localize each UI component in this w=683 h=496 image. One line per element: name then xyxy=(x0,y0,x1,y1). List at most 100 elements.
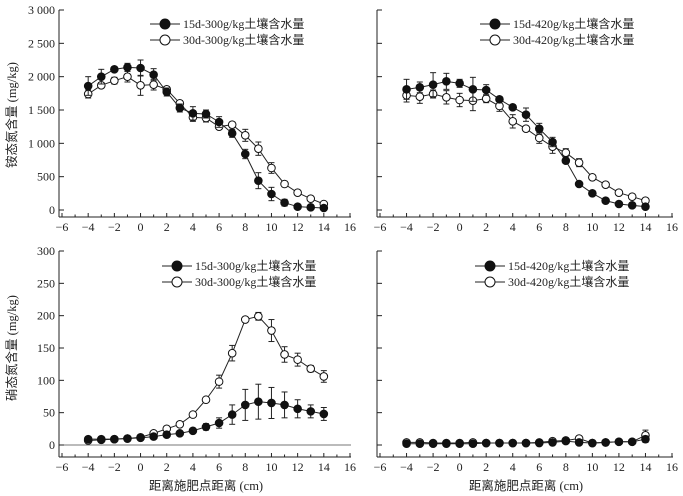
legend-item: 15d-420g/kg土壤含水量 xyxy=(480,16,634,31)
x-tick-label: 8 xyxy=(563,460,569,474)
data-point-filled xyxy=(627,437,637,447)
y-tick-label: 300 xyxy=(37,244,55,258)
legend-label: 15d-420g/kg土壤含水量 xyxy=(508,258,629,273)
data-point-filled xyxy=(293,404,302,414)
data-point-filled xyxy=(455,79,464,88)
data-point-filled xyxy=(548,137,557,147)
data-point-filled xyxy=(149,70,158,79)
data-point-filled xyxy=(614,437,624,447)
data-point-open xyxy=(561,148,571,157)
x-tick-label: −4 xyxy=(82,220,95,234)
legend-label: 15d-420g/kg土壤含水量 xyxy=(513,16,634,31)
y-tick-label: 50 xyxy=(43,406,55,420)
data-point-open xyxy=(267,326,276,335)
data-point-open xyxy=(415,92,425,101)
series-open xyxy=(83,70,329,209)
data-point-open xyxy=(136,81,145,90)
data-point-open xyxy=(240,315,250,324)
x-tick-label: 4 xyxy=(190,220,196,234)
x-tick-label: 8 xyxy=(563,220,569,234)
legend-label: 30d-420g/kg土壤含水量 xyxy=(513,32,634,47)
panel-bottom-right-nitrate-420: −6 −4 −2 0 2 4 6 8 10 12 14 16 距离施肥点距离 (cm) 15d-420g/… xyxy=(374,250,678,493)
panel-bottom-left-nitrate-300: −6 −4 −2 0 2 4 6 8 10 12 14 16 0 50 100 150 200 250 300 硝态氮… xyxy=(4,244,356,493)
data-point-open xyxy=(601,180,610,189)
data-point-filled xyxy=(641,434,650,444)
data-point-filled xyxy=(162,87,172,97)
legend-marker-open xyxy=(489,34,501,46)
data-point-open xyxy=(306,194,316,203)
y-tick-label: 200 xyxy=(37,309,55,323)
series-open xyxy=(402,88,650,205)
x-tick-label: 8 xyxy=(242,220,248,234)
x-tick-label: −6 xyxy=(56,220,69,234)
x-tick-label: −2 xyxy=(427,220,440,234)
x-tick-label: 12 xyxy=(613,220,625,234)
data-point-open xyxy=(254,312,263,321)
series-filled xyxy=(83,383,329,444)
series-filled xyxy=(83,59,329,213)
data-point-filled xyxy=(508,103,518,112)
data-point-filled xyxy=(402,439,411,449)
x-tick-label: 0 xyxy=(457,220,463,234)
data-point-filled xyxy=(534,438,544,448)
data-point-filled xyxy=(319,409,329,419)
y-axis-title: 铵态氮含量 (mg/kg) xyxy=(4,62,19,168)
data-point-open xyxy=(574,158,584,167)
data-point-filled xyxy=(428,80,438,89)
x-axis-title: 距离施肥点距离 (cm) xyxy=(149,478,263,493)
x-tick-label: 12 xyxy=(292,220,304,234)
data-point-filled xyxy=(521,110,531,119)
legend-marker-open xyxy=(159,34,171,46)
data-point-filled xyxy=(188,109,198,118)
data-point-filled xyxy=(481,438,491,448)
data-point-filled xyxy=(83,81,93,91)
data-point-open xyxy=(214,377,224,386)
data-point-filled xyxy=(601,438,610,447)
data-point-filled xyxy=(455,439,464,449)
y-tick-label: 0 xyxy=(49,203,55,217)
data-point-filled xyxy=(214,117,224,127)
data-point-open xyxy=(508,117,518,126)
x-tick-label: −2 xyxy=(427,460,440,474)
data-point-filled xyxy=(214,418,224,428)
x-tick-label: −6 xyxy=(374,460,387,474)
legend-marker-filled xyxy=(171,260,183,272)
data-point-filled xyxy=(175,429,185,438)
y-tick-label: 1 000 xyxy=(28,136,55,150)
data-point-open xyxy=(521,124,531,133)
y-tick-label: 150 xyxy=(37,341,55,355)
data-point-filled xyxy=(123,434,132,443)
data-point-open xyxy=(588,173,597,182)
data-point-filled xyxy=(614,199,624,209)
data-point-open xyxy=(319,372,329,381)
legend-marker-open xyxy=(484,276,496,288)
data-point-open xyxy=(442,93,451,102)
data-point-filled xyxy=(402,85,411,94)
data-point-open xyxy=(227,120,237,129)
x-tick-label: 2 xyxy=(483,220,489,234)
data-point-filled xyxy=(280,400,289,410)
series-line xyxy=(88,401,324,440)
x-tick-label: 6 xyxy=(536,220,542,234)
data-point-filled xyxy=(267,189,276,199)
legend-label: 15d-300g/kg土壤含水量 xyxy=(195,258,316,273)
x-tick-label: −4 xyxy=(82,460,95,474)
x-tick-label: 4 xyxy=(510,220,516,234)
data-point-filled xyxy=(136,433,145,443)
data-point-filled xyxy=(442,439,451,449)
data-point-filled xyxy=(188,426,198,436)
x-tick-label: 0 xyxy=(138,220,144,234)
legend-item: 30d-420g/kg土壤含水量 xyxy=(475,274,629,289)
legend-label: 30d-420g/kg土壤含水量 xyxy=(508,274,629,289)
y-axis-title: 硝态氮含量 (mg/kg) xyxy=(4,295,19,401)
data-point-open xyxy=(481,94,491,103)
data-point-open xyxy=(455,95,464,105)
data-point-open xyxy=(293,355,302,364)
x-tick-label: 12 xyxy=(613,460,625,474)
data-point-filled xyxy=(123,63,132,72)
x-tick-label: 8 xyxy=(242,460,248,474)
x-tick-label: 10 xyxy=(265,220,277,234)
y-tick-label: 2 000 xyxy=(28,70,55,84)
